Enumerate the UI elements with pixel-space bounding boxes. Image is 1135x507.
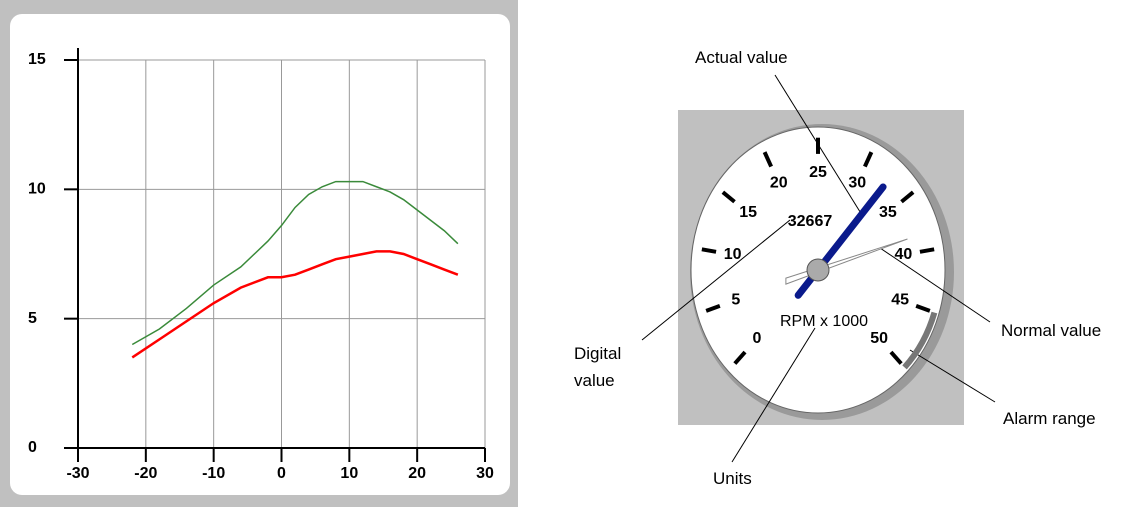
- y-tick-label: 0: [28, 439, 37, 456]
- y-tick-label: 10: [28, 181, 46, 198]
- annotation: Actual value: [695, 44, 788, 71]
- gauge-tick-label: 10: [724, 246, 742, 263]
- gauge-tick-label: 5: [731, 291, 740, 308]
- annotation: Normal value: [1001, 317, 1101, 344]
- gauge-tick-label: 50: [870, 330, 888, 347]
- plot-panel: [10, 14, 510, 495]
- annotation: Digital value: [574, 340, 634, 394]
- needle-hub: [807, 259, 829, 281]
- x-tick-label: 10: [340, 465, 358, 482]
- gauge-tick-label: 20: [770, 175, 788, 192]
- x-tick-label: -30: [66, 465, 89, 482]
- x-tick-label: 0: [277, 465, 286, 482]
- y-tick-label: 15: [28, 51, 46, 68]
- units: RPM x 1000: [780, 313, 868, 330]
- gauge-tick: [702, 249, 716, 252]
- gauge-tick-label: 45: [891, 291, 909, 308]
- x-tick-label: 20: [408, 465, 426, 482]
- gauge-tick-label: 40: [894, 246, 912, 263]
- digital-value: 32667: [788, 213, 833, 230]
- x-tick-label: 30: [476, 465, 494, 482]
- gauge-tick-label: 25: [809, 164, 827, 181]
- gauge-tick-label: 0: [752, 330, 761, 347]
- x-tick-label: -10: [202, 465, 225, 482]
- gauge-tick-label: 30: [848, 175, 866, 192]
- gauge-tick-label: 15: [739, 204, 757, 221]
- canvas: 0 5 10 15 -30 -20 -10 0 10 20 30 0 5 10 15 20 25 30 35 40 45…: [0, 0, 1135, 507]
- y-tick-label: 5: [28, 310, 37, 327]
- gauge-tick: [920, 249, 934, 252]
- page: 0 5 10 15 -30 -20 -10 0 10 20 30 0 5 10 15 20 25 30 35 40 45…: [0, 0, 1135, 507]
- gauge-tick-label: 35: [879, 204, 897, 221]
- annotation: Alarm range: [1003, 405, 1096, 432]
- x-tick-label: -20: [134, 465, 157, 482]
- annotation: Units: [713, 465, 752, 492]
